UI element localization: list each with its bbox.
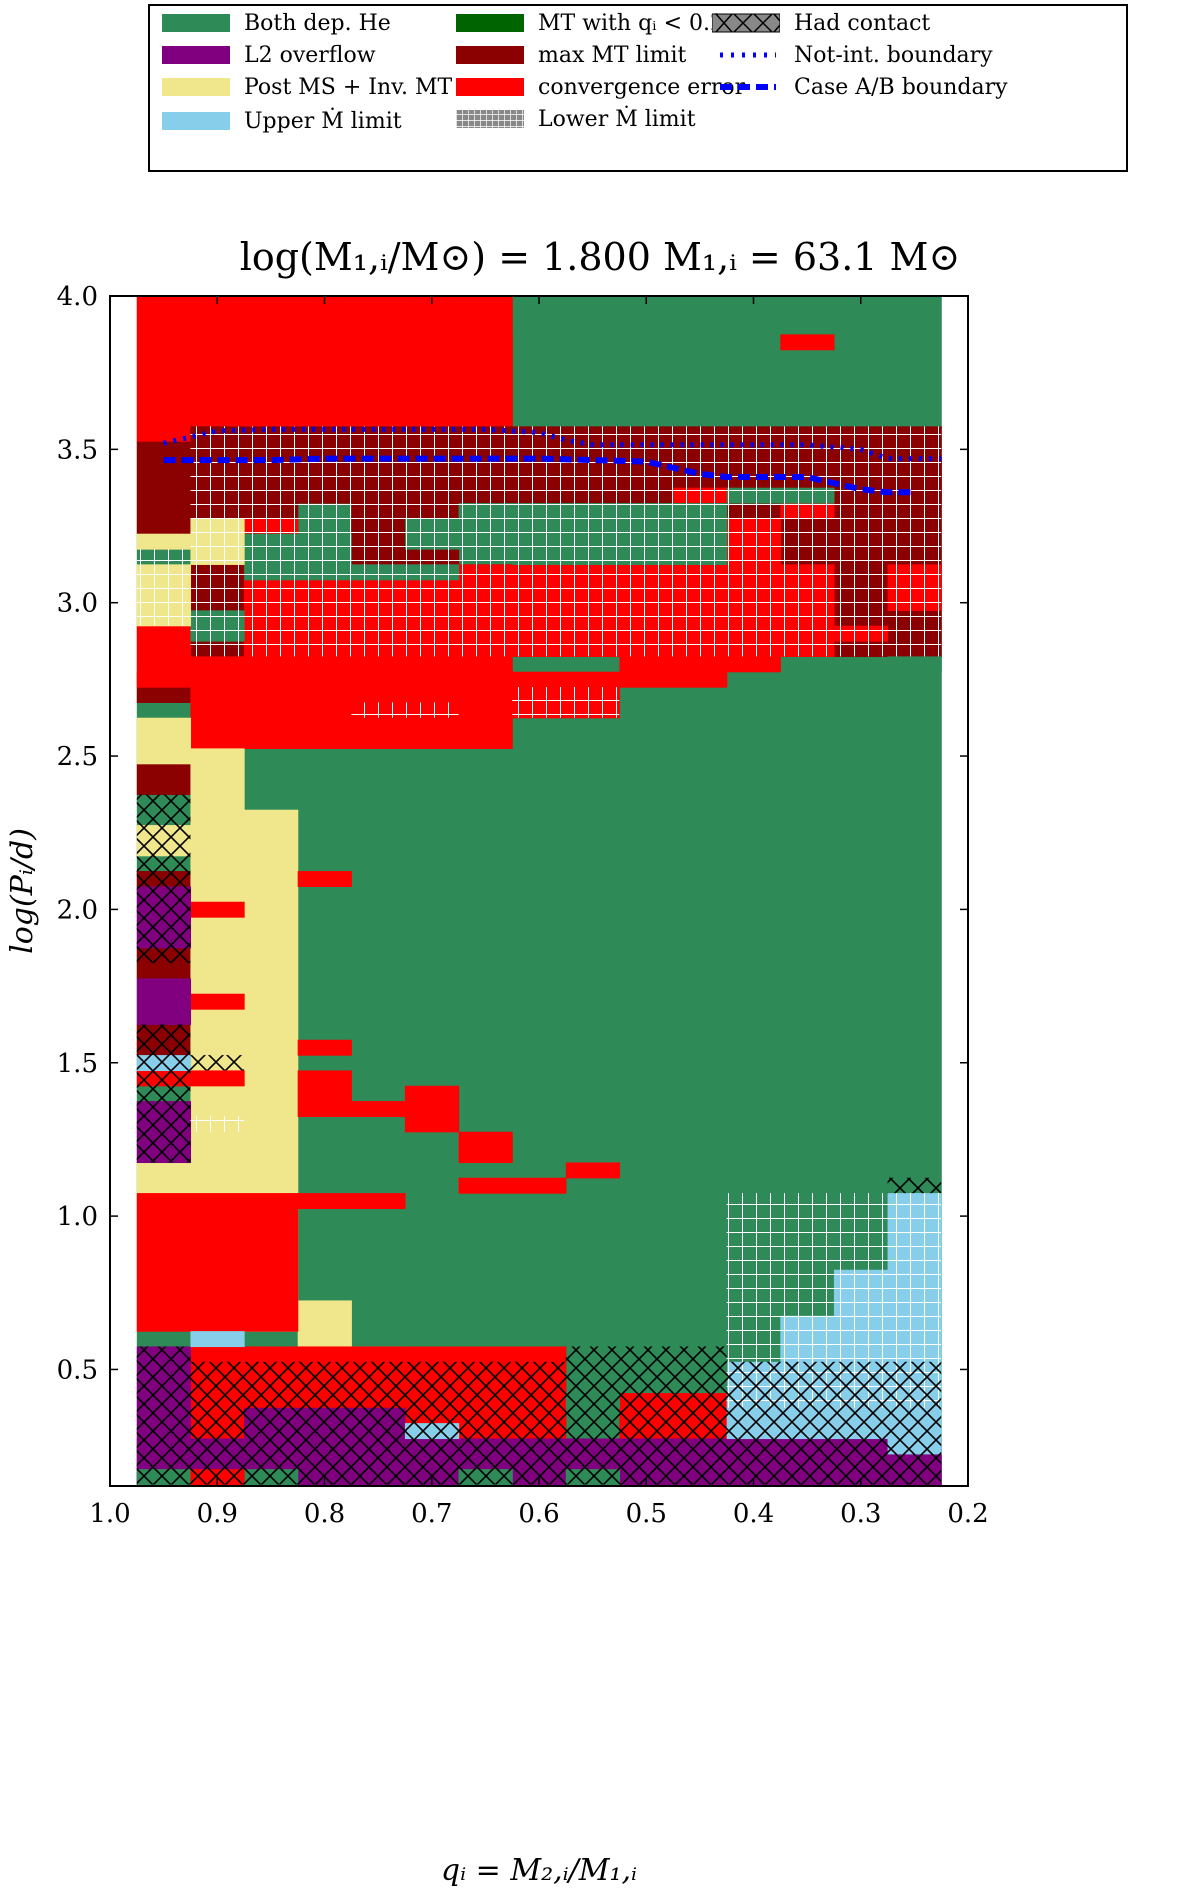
y-tick-label: 2.5 [57,742,98,772]
cell-convergence [512,1177,567,1194]
cell-convergence [458,1131,513,1164]
had-contact-hatch [190,1055,245,1071]
legend-swatch [162,14,230,32]
cell-convergence [136,625,192,688]
legend-label: max MT limit [538,42,687,68]
cell-convergence [458,1177,513,1194]
had-contact-hatch [136,1024,191,1163]
x-tick-label: 0.7 [411,1499,452,1529]
lower-mdot-hatch [351,702,459,718]
y-tick-label: 2.0 [57,895,98,925]
lower-mdot-hatch [512,687,620,718]
x-tick-label: 0.8 [304,1499,345,1529]
cell-convergence [297,871,352,887]
legend-item: Both dep. He [162,8,391,38]
cell-convergence [297,1193,406,1210]
cell-convergence [136,296,513,443]
y-tick-label: 4.0 [57,282,98,312]
cell-upper-mdot [190,1331,245,1348]
legend-swatch [456,14,524,32]
legend-label: Had contact [794,10,931,36]
legend-label: MT with qᵢ < 0.25 [538,10,738,36]
legend-item: Had contact [712,8,930,38]
legend-item: MT with qᵢ < 0.25 [456,8,738,38]
x-tick-label: 0.3 [840,1499,881,1529]
legend-swatch [162,112,230,130]
cell-max-mt [136,763,192,795]
lower-mdot-hatch [404,518,459,534]
y-tick-label: 3.5 [57,435,98,465]
legend-item: Not-int. boundary [712,40,993,70]
legend-item: L2 overflow [162,40,376,70]
x-tick-label: 0.4 [733,1499,774,1529]
y-tick-label: 1.5 [57,1049,98,1079]
cell-convergence [565,1162,621,1179]
y-axis-label: log(Pᵢ/d) [5,828,40,954]
cell-post-ms-inv-mt [136,717,192,765]
y-tick-label: 1.0 [57,1202,98,1232]
x-axis-label: qᵢ = M₂,ᵢ/M₁,ᵢ [441,1853,637,1888]
cell-convergence [190,1070,245,1087]
legend-item: Upper Ṁ limit [162,106,402,136]
x-axis: 1.0 0.9 0.8 0.7 0.6 0.5 0.4 0.3 0.2 [89,296,989,1529]
cell-convergence [780,334,835,351]
x-tick-label: 1.0 [89,1499,130,1529]
legend-item: convergence error [456,72,745,102]
legend-swatch [162,78,230,96]
had-contact-hatch [136,794,191,964]
x-tick-label: 0.9 [197,1499,238,1529]
legend-swatch [720,84,776,90]
legend-item: Post MS + Inv. MT [162,72,452,102]
legend-swatch [456,46,524,64]
legend-swatch [456,78,524,96]
lower-mdot-hatch [136,549,191,626]
y-axis: 0.5 1.0 1.5 2.0 2.5 3.0 3.5 4.0 [57,282,968,1385]
legend-label: Case A/B boundary [794,74,1008,100]
legend-swatch [720,52,776,58]
cell-l2-overflow [136,978,192,1026]
cell-both-dep-he [887,656,942,673]
cell-convergence [297,1070,352,1118]
legend-item: max MT limit [456,40,686,70]
legend-label: convergence error [538,74,746,100]
cell-post-ms-inv-mt [136,1162,192,1194]
y-tick-label: 3.0 [57,589,98,619]
cell-convergence [351,1101,406,1118]
figure-title: log(M₁,ᵢ/M⊙) = 1.800 M₁,ᵢ = 63.1 M⊙ [239,235,961,279]
lower-mdot-hatch [190,1116,245,1132]
legend-label: L2 overflow [244,42,376,68]
lower-mdot-hatch [190,426,942,657]
y-tick-label: 0.5 [57,1355,98,1385]
had-contact-hatch [887,1177,942,1194]
cell-convergence [297,1039,352,1056]
legend: Both dep. He L2 overflow Post MS + Inv. MT… [148,4,1128,172]
x-tick-label: 0.5 [626,1499,667,1529]
x-tick-label: 0.6 [518,1499,559,1529]
had-contact-hatch [136,1346,191,1485]
cell-convergence [404,1085,460,1133]
had-contact-hatch [190,1361,942,1485]
cell-convergence [726,656,781,673]
cell-convergence [190,993,245,1010]
legend-item: Lower Ṁ limit [456,104,696,134]
legend-swatch [162,46,230,64]
cell-convergence [190,901,245,918]
legend-label: Lower Ṁ limit [538,106,696,132]
legend-swatch [712,13,780,33]
had-contact-hatch [565,1346,727,1362]
hatch-overlays [136,426,942,1485]
legend-label: Both dep. He [244,10,391,36]
x-tick-label: 0.2 [947,1499,988,1529]
legend-item: Case A/B boundary [712,72,1008,102]
cell-post-ms-inv-mt [136,533,192,550]
cell-convergence [136,1193,299,1332]
legend-swatch [456,110,524,128]
legend-label: Upper Ṁ limit [244,108,402,134]
lower-mdot-hatch [512,549,620,565]
cell-convergence [619,656,728,688]
legend-label: Not-int. boundary [794,42,993,68]
legend-label: Post MS + Inv. MT [244,74,453,100]
cell-convergence [458,334,513,443]
